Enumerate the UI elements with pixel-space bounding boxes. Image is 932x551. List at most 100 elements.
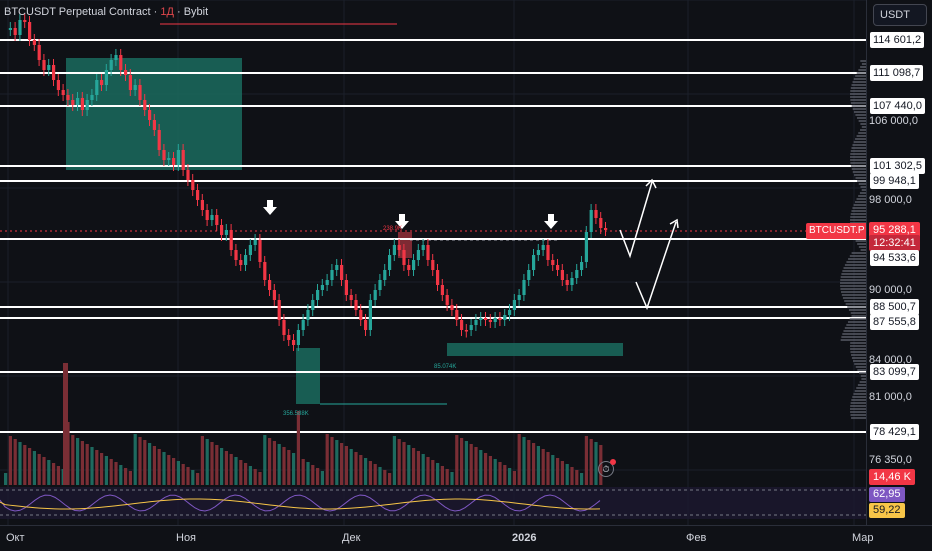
candle-body: [359, 310, 363, 320]
candle-body: [450, 305, 454, 310]
volume-profile-bar: [848, 258, 866, 260]
candle-body: [71, 100, 75, 105]
candle-body: [172, 158, 176, 165]
candle-body: [90, 95, 94, 100]
volume-bar: [196, 473, 200, 485]
volume-bar: [474, 447, 478, 485]
candle-body: [421, 245, 425, 250]
projection-arrow-up: [619, 181, 653, 259]
price-tick-label: 106 000,0: [869, 115, 918, 127]
volume-bar: [455, 435, 459, 485]
candle-body: [311, 300, 315, 310]
candle-body: [196, 190, 200, 200]
volume-bar: [450, 472, 454, 485]
volume-bar: [42, 457, 46, 485]
symbol-price-tag: BTCUSDT.P: [806, 223, 868, 239]
chart-pane[interactable]: BTCUSDT Perpetual Contract · 1Д · Bybit …: [0, 0, 868, 525]
candle-body: [186, 170, 190, 180]
volume-profile-bar: [854, 174, 866, 176]
candle-body: [292, 340, 296, 345]
volume-bar: [368, 461, 372, 485]
alert-indicator-dot: [610, 459, 616, 465]
volume-bar: [402, 442, 406, 485]
volume-bar: [47, 460, 51, 485]
candle-body: [200, 200, 204, 210]
volume-profile-bar: [858, 120, 866, 122]
volume-bar: [52, 463, 56, 485]
chart-title: BTCUSDT Perpetual Contract · 1Д · Bybit: [4, 6, 209, 18]
candle-body: [512, 300, 516, 310]
candle-body: [61, 90, 65, 95]
volume-bar: [378, 467, 382, 485]
volume-profile-bar: [860, 123, 866, 125]
currency-button[interactable]: USDT: [873, 4, 927, 26]
volume-profile-bar: [850, 93, 866, 95]
volume-bar: [258, 472, 262, 485]
candle-body: [301, 320, 305, 330]
price-level-label: 107 440,0: [870, 98, 925, 114]
volume-profile-bar: [855, 114, 866, 116]
volume-bar: [37, 454, 41, 485]
volume-profile-bar: [858, 195, 866, 197]
volume-bar: [306, 462, 310, 485]
candle-body: [66, 95, 70, 100]
volume-bar: [503, 465, 507, 485]
candle-body: [148, 110, 152, 120]
volume-profile-bar: [841, 294, 866, 296]
alert-clock-icon[interactable]: ⏱: [598, 461, 614, 477]
volume-profile-bar: [855, 75, 866, 77]
volume-profile-bar: [854, 201, 866, 203]
volume-bar: [114, 462, 118, 485]
volume-bar: [71, 435, 75, 485]
candle-body: [580, 262, 584, 270]
volume-bar: [32, 451, 36, 485]
candle-body: [551, 260, 555, 265]
volume-profile-bar: [850, 312, 866, 314]
volume-profile-bar: [846, 261, 866, 263]
rsi-ma-line: [0, 498, 601, 510]
candle-body: [205, 210, 209, 220]
volume-bar: [76, 438, 80, 485]
candle-body: [522, 280, 526, 295]
volume-bar: [100, 453, 104, 485]
candle-body: [109, 60, 113, 70]
candle-body: [287, 335, 291, 340]
candle-body: [517, 295, 521, 300]
candle-body: [527, 270, 531, 280]
candle-body: [407, 265, 411, 270]
volume-profile-bar: [851, 252, 866, 254]
time-axis[interactable]: Окт Ноя Дек 2026 Фев Мар: [0, 525, 932, 551]
volume-bar: [104, 456, 108, 485]
interval-label[interactable]: 1Д: [160, 6, 174, 18]
volume-bar: [191, 470, 195, 485]
candle-body: [488, 320, 492, 322]
candle-body: [604, 228, 608, 230]
volume-profile-bar: [853, 204, 866, 206]
volume-bar: [109, 459, 113, 485]
volume-bar: [301, 459, 305, 485]
down-arrow-icon: [395, 214, 409, 229]
candle-body: [167, 158, 171, 160]
volume-bar: [570, 467, 574, 485]
time-label: Ноя: [176, 532, 197, 544]
volume-profile-bar: [850, 150, 866, 152]
volume-bar: [152, 446, 156, 485]
volume-bar: [421, 454, 425, 485]
candlestick-chart[interactable]: [0, 0, 866, 525]
projection-arrow-down-up: [635, 221, 677, 311]
volume-bar: [373, 464, 377, 485]
volume-bar: [90, 447, 94, 485]
candle-body: [80, 98, 84, 110]
volume-bar: [594, 442, 598, 485]
candle-body: [584, 232, 588, 262]
candle-body: [229, 230, 233, 250]
candle-body: [143, 100, 147, 110]
candle-body: [138, 85, 142, 100]
volume-bar: [172, 458, 176, 485]
time-label: Дек: [342, 532, 361, 544]
candle-body: [152, 120, 156, 130]
volume-bar: [517, 434, 521, 485]
arrowhead: [669, 218, 679, 229]
volume-profile-bar: [856, 387, 866, 389]
price-level-label: 114 601,2: [870, 32, 925, 48]
